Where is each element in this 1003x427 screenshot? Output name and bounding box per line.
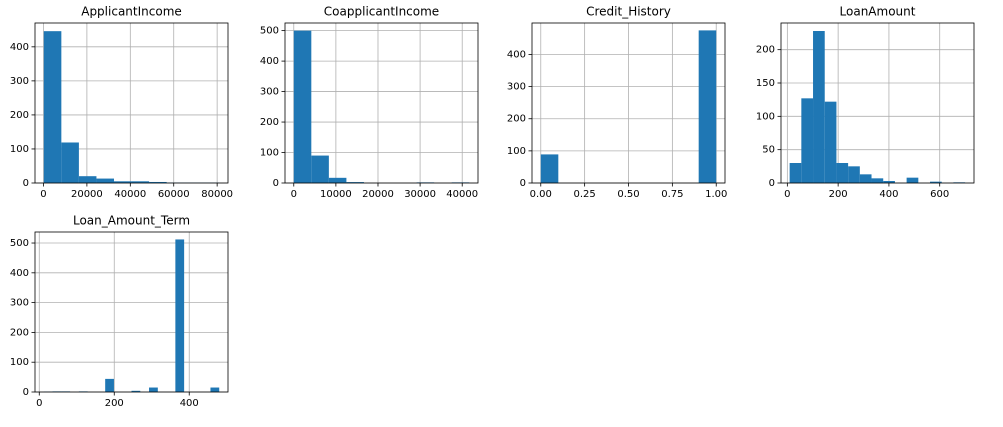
x-tick-label: 60000 — [158, 189, 190, 200]
x-tick-label: 0.50 — [617, 189, 639, 200]
bar — [836, 163, 849, 183]
bar — [131, 390, 141, 392]
y-tick-label: 50 — [762, 145, 775, 156]
x-tick-label: 0.75 — [661, 189, 683, 200]
bar — [43, 31, 62, 183]
x-tick-label: 0 — [784, 189, 790, 200]
x-tick-label: 20000 — [362, 189, 394, 200]
y-tick-label: 400 — [260, 56, 279, 67]
y-tick-label: 300 — [10, 298, 29, 309]
x-tick-label: 0 — [40, 189, 46, 200]
bar — [311, 155, 329, 183]
y-tick-label: 300 — [260, 87, 279, 98]
x-tick-label: 400 — [879, 189, 898, 200]
bar — [149, 387, 158, 392]
bar — [78, 176, 97, 183]
x-tick-label: 200 — [105, 398, 124, 409]
bar — [789, 163, 802, 183]
x-tick-label: 600 — [930, 189, 949, 200]
bar — [801, 98, 814, 183]
chart-title: CoapplicantIncome — [324, 5, 439, 19]
y-tick-label: 200 — [507, 114, 526, 125]
y-tick-label: 0 — [23, 178, 29, 189]
x-tick-label: 30000 — [404, 189, 436, 200]
y-tick-label: 200 — [10, 110, 29, 121]
bar — [813, 31, 825, 183]
chart-title: LoanAmount — [840, 5, 916, 19]
x-tick-label: 200 — [829, 189, 848, 200]
y-tick-label: 200 — [756, 45, 775, 56]
y-tick-label: 400 — [10, 42, 29, 53]
bar — [293, 30, 312, 183]
y-tick-label: 300 — [10, 76, 29, 87]
x-tick-label: 40000 — [446, 189, 478, 200]
bar — [328, 177, 347, 183]
x-tick-label: 0.25 — [574, 189, 596, 200]
bar — [871, 178, 884, 183]
bar — [175, 239, 185, 392]
bar — [149, 181, 167, 183]
x-tick-label: 40000 — [114, 189, 146, 200]
bar — [105, 378, 114, 392]
y-tick-label: 400 — [507, 49, 526, 60]
axes-frame — [531, 22, 726, 184]
y-tick-label: 100 — [10, 144, 29, 155]
bar — [131, 181, 150, 183]
bar — [210, 387, 220, 392]
y-tick-label: 0 — [273, 178, 279, 189]
x-tick-label: 400 — [180, 398, 199, 409]
bar — [698, 30, 717, 184]
x-tick-label: 1.00 — [705, 189, 727, 200]
y-tick-label: 500 — [260, 26, 279, 37]
chart-title: ApplicantIncome — [81, 5, 182, 19]
x-tick-label: 0.00 — [530, 189, 552, 200]
axes-frame — [780, 22, 975, 184]
bar — [848, 166, 860, 183]
axes-frame — [284, 22, 479, 184]
bar — [883, 181, 895, 183]
y-tick-label: 150 — [756, 78, 775, 89]
bar — [824, 101, 837, 183]
x-tick-label: 0 — [291, 189, 297, 200]
y-tick-label: 200 — [260, 117, 279, 128]
y-tick-label: 100 — [260, 148, 279, 159]
y-tick-label: 300 — [507, 82, 526, 93]
y-tick-label: 400 — [10, 268, 29, 279]
bar — [346, 182, 364, 183]
x-tick-label: 80000 — [201, 189, 233, 200]
chart-title: Loan_Amount_Term — [73, 214, 190, 228]
y-tick-label: 0 — [769, 178, 775, 189]
axes-frame — [34, 231, 229, 393]
axes-frame — [34, 22, 229, 184]
chart-title: Credit_History — [586, 5, 671, 19]
bar — [540, 154, 559, 183]
bar — [859, 174, 872, 183]
bar — [61, 142, 79, 183]
bar — [96, 178, 115, 183]
x-tick-label: 0 — [36, 398, 42, 409]
y-tick-label: 100 — [756, 111, 775, 122]
y-tick-label: 200 — [10, 327, 29, 338]
y-tick-label: 0 — [520, 178, 526, 189]
x-tick-label: 20000 — [71, 189, 103, 200]
bar — [930, 181, 942, 183]
y-tick-label: 500 — [10, 238, 29, 249]
y-tick-label: 100 — [507, 146, 526, 157]
y-tick-label: 100 — [10, 357, 29, 368]
bar — [114, 181, 132, 183]
x-tick-label: 10000 — [320, 189, 352, 200]
y-tick-label: 0 — [23, 387, 29, 398]
bar — [906, 177, 919, 183]
